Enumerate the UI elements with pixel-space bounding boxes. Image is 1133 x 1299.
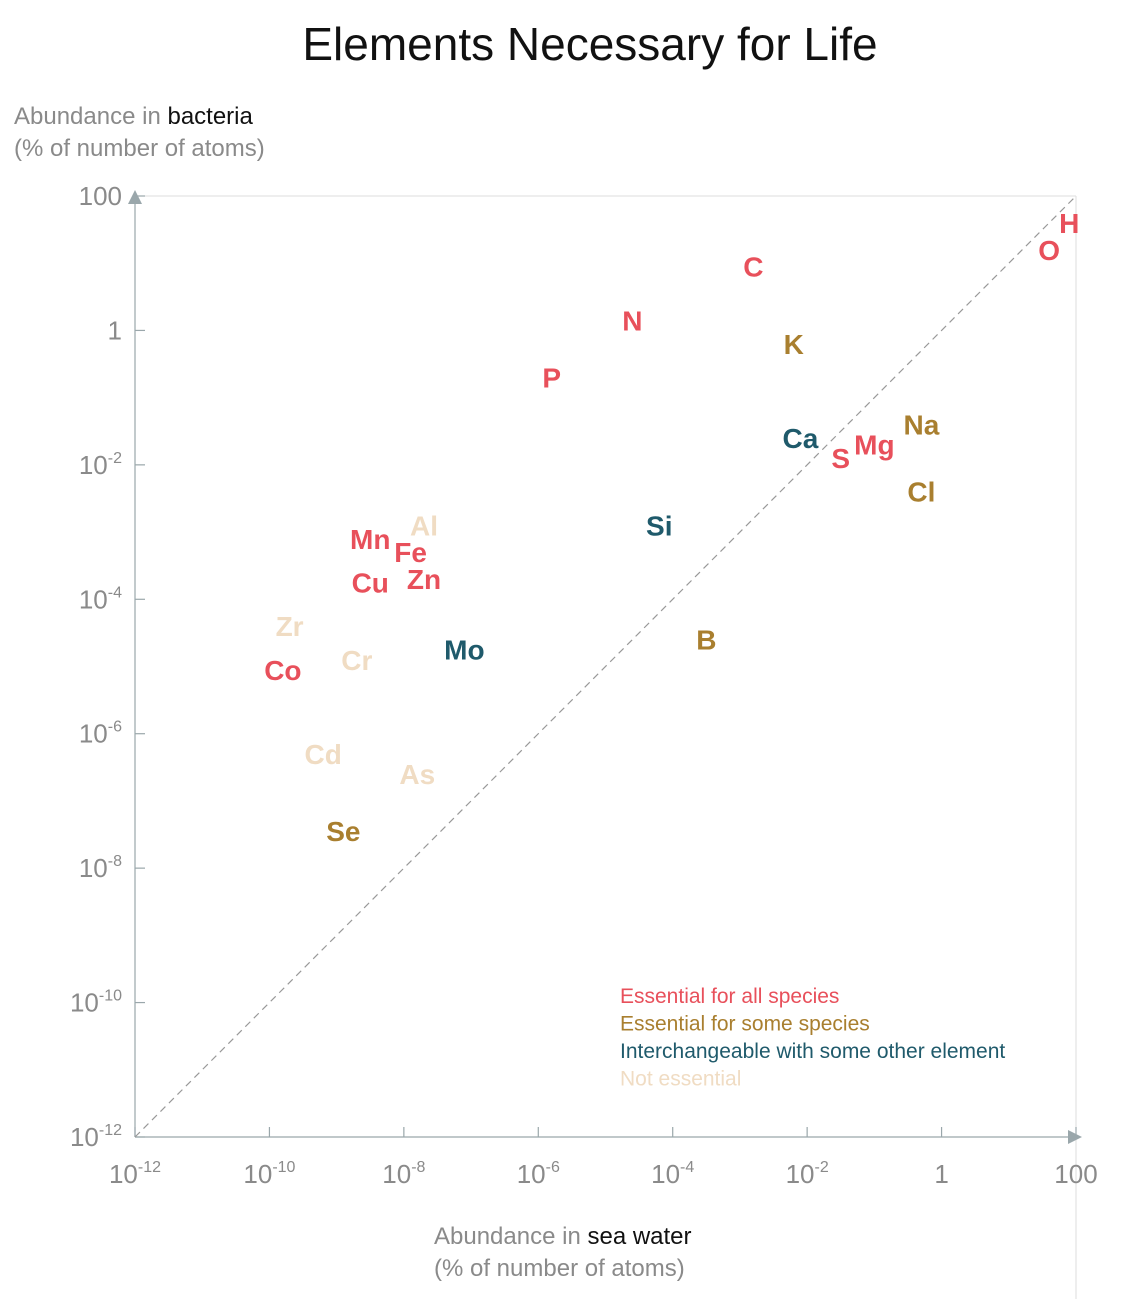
element-label-n: N xyxy=(622,305,642,336)
y-tick-label: 10-2 xyxy=(79,450,122,480)
y-tick-label: 1 xyxy=(108,315,122,345)
x-tick-label: 10-12 xyxy=(109,1159,161,1189)
element-label-as: As xyxy=(399,759,435,790)
x-tick-label: 10-6 xyxy=(517,1159,560,1189)
element-label-al: Al xyxy=(410,510,438,541)
axis-ticks: 100 1 10-2 10-4 10-6 10-8 10-10 10-12 10-12 10-10… xyxy=(70,181,1098,1189)
x-tick-label: 10-10 xyxy=(243,1159,295,1189)
element-label-ca: Ca xyxy=(783,423,819,454)
y-tick-label: 100 xyxy=(79,181,122,211)
element-label-c: C xyxy=(743,252,763,283)
element-label-co: Co xyxy=(264,655,301,686)
legend-item-some: Essential for some species xyxy=(620,1013,870,1036)
x-tick-label: 10-4 xyxy=(651,1159,694,1189)
y-axis-arrow xyxy=(128,190,142,204)
y-tick-label: 10-10 xyxy=(70,988,122,1018)
x-tick-label: 100 xyxy=(1054,1159,1097,1189)
element-label-cl: Cl xyxy=(907,477,935,508)
element-label-cr: Cr xyxy=(341,645,372,676)
element-label-na: Na xyxy=(904,410,940,441)
element-label-o: O xyxy=(1038,235,1060,266)
y-axis-unit: (% of number of atoms) xyxy=(14,135,265,162)
element-label-se: Se xyxy=(326,816,360,847)
reference-line xyxy=(134,195,1077,1138)
element-label-fe: Fe xyxy=(394,537,427,568)
element-label-mg: Mg xyxy=(854,430,894,461)
element-label-cd: Cd xyxy=(305,739,342,770)
legend-item-all: Essential for all species xyxy=(620,985,839,1008)
element-label-mn: Mn xyxy=(350,524,390,555)
y-tick-label: 10-8 xyxy=(79,853,122,883)
element-label-k: K xyxy=(784,329,804,360)
reference-line-group xyxy=(134,195,1077,1138)
y-tick-label: 10-4 xyxy=(79,584,122,614)
x-tick-label: 10-8 xyxy=(382,1159,425,1189)
chart-title: Elements Necessary for Life xyxy=(302,18,877,70)
x-axis-arrow xyxy=(1068,1130,1082,1144)
legend-item-none: Not essential xyxy=(620,1068,741,1091)
y-axis-label: Abundance in bacteria xyxy=(14,103,254,130)
element-label-b: B xyxy=(696,625,716,656)
plot-frame xyxy=(128,190,1082,1299)
legend-item-inter: Interchangeable with some other element xyxy=(620,1040,1005,1063)
element-label-zn: Zn xyxy=(407,564,441,595)
element-label-zr: Zr xyxy=(276,611,304,642)
x-tick-label: 10-2 xyxy=(786,1159,829,1189)
element-label-mo: Mo xyxy=(444,635,484,666)
x-axis-label: Abundance in sea water xyxy=(434,1223,692,1250)
element-label-p: P xyxy=(542,362,561,393)
y-tick-label: 10-12 xyxy=(70,1122,122,1152)
x-axis-unit: (% of number of atoms) xyxy=(434,1255,685,1282)
element-label-si: Si xyxy=(646,510,672,541)
y-tick-label: 10-6 xyxy=(79,719,122,749)
element-label-cu: Cu xyxy=(352,567,389,598)
element-label-s: S xyxy=(831,443,850,474)
element-label-h: H xyxy=(1059,208,1079,239)
x-tick-label: 1 xyxy=(934,1159,948,1189)
legend: Essential for all species Essential for s… xyxy=(620,985,1005,1091)
